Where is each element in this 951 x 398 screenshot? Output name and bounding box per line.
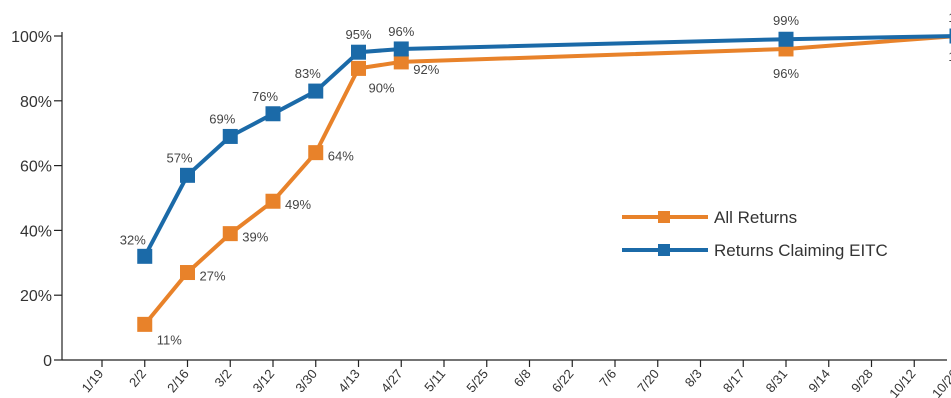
legend-label: Returns Claiming EITC bbox=[714, 241, 888, 260]
data-label: 11% bbox=[157, 332, 182, 347]
data-label: 76% bbox=[252, 89, 278, 104]
data-label: 92% bbox=[413, 62, 439, 77]
data-label: 90% bbox=[369, 80, 395, 95]
x-tick-label: 5/11 bbox=[421, 366, 448, 394]
x-tick-label: 1/19 bbox=[79, 366, 107, 395]
data-label: 95% bbox=[345, 27, 371, 42]
data-label: 27% bbox=[200, 269, 226, 284]
y-tick-label: 60% bbox=[20, 159, 52, 176]
x-tick-label: 9/14 bbox=[805, 366, 833, 395]
series-line bbox=[143, 34, 951, 326]
data-label: 69% bbox=[209, 111, 235, 126]
x-tick-label: 3/30 bbox=[292, 366, 320, 395]
y-tick-label: 0 bbox=[43, 353, 52, 370]
series-marker bbox=[393, 41, 409, 57]
series-marker bbox=[137, 316, 153, 332]
series-marker bbox=[393, 54, 409, 70]
series-marker bbox=[137, 248, 153, 264]
series-marker bbox=[265, 106, 281, 122]
series-layer bbox=[137, 28, 951, 332]
x-tick-label: 8/3 bbox=[682, 366, 705, 389]
x-tick-label: 10/12 bbox=[886, 366, 918, 398]
x-tick-label: 7/20 bbox=[634, 366, 662, 395]
series-marker bbox=[222, 226, 238, 242]
series-marker bbox=[949, 28, 951, 44]
x-tick-label: 7/6 bbox=[596, 366, 619, 389]
series-marker bbox=[265, 193, 281, 209]
x-tick-label: 2/2 bbox=[126, 366, 149, 389]
series-marker bbox=[351, 60, 366, 76]
data-label: 96% bbox=[388, 24, 414, 39]
x-tick-label: 2/16 bbox=[164, 366, 192, 395]
legend-marker bbox=[658, 211, 670, 223]
axes: 0 20% 40% 60% 80% 100% 1/19 2/2 2/16 3/2 3/12 3/30 4… bbox=[11, 29, 951, 398]
x-tick-label: 10/26 bbox=[929, 366, 951, 398]
data-label: 39% bbox=[242, 230, 268, 245]
data-label: 100% bbox=[948, 49, 951, 64]
x-tick-label: 5/25 bbox=[463, 366, 491, 395]
legend-marker bbox=[658, 244, 670, 256]
series-marker bbox=[778, 31, 794, 47]
data-label: 99% bbox=[773, 13, 799, 28]
legend: All Returns Returns Claiming EITC bbox=[622, 208, 888, 260]
series-marker bbox=[308, 83, 324, 99]
data-labels: 11% 27% 39% 49% 64% 90% 92% 96% 100% 32% 57% 69% 76%… bbox=[120, 10, 951, 347]
data-label: 64% bbox=[328, 149, 354, 164]
y-tick-label: 20% bbox=[20, 288, 52, 305]
legend-label: All Returns bbox=[714, 208, 797, 227]
x-tick-label: 6/22 bbox=[549, 366, 577, 395]
data-label: 96% bbox=[773, 66, 799, 81]
series-marker bbox=[222, 128, 238, 144]
x-tick-label: 9/28 bbox=[848, 366, 876, 395]
series-marker bbox=[180, 167, 195, 183]
x-tick-label: 8/17 bbox=[720, 366, 748, 395]
y-tick-label: 80% bbox=[20, 94, 52, 111]
x-tick-label: 6/8 bbox=[511, 366, 534, 389]
x-tick-label: 4/27 bbox=[378, 366, 406, 395]
series-marker bbox=[180, 265, 195, 281]
data-label: 100% bbox=[948, 10, 951, 25]
data-label: 49% bbox=[285, 197, 311, 212]
x-tick-label: 8/31 bbox=[763, 366, 791, 395]
x-tick-label: 3/2 bbox=[211, 366, 234, 389]
data-label: 57% bbox=[166, 150, 192, 165]
x-tick-label: 3/12 bbox=[250, 366, 278, 395]
data-label: 83% bbox=[295, 66, 321, 81]
x-tick-label: 4/13 bbox=[335, 366, 363, 395]
series-marker bbox=[308, 145, 324, 161]
series-marker bbox=[351, 44, 366, 60]
data-label: 32% bbox=[120, 232, 146, 247]
y-tick-label: 100% bbox=[11, 29, 52, 46]
series-line bbox=[143, 34, 951, 258]
y-tick-label: 40% bbox=[20, 223, 52, 240]
